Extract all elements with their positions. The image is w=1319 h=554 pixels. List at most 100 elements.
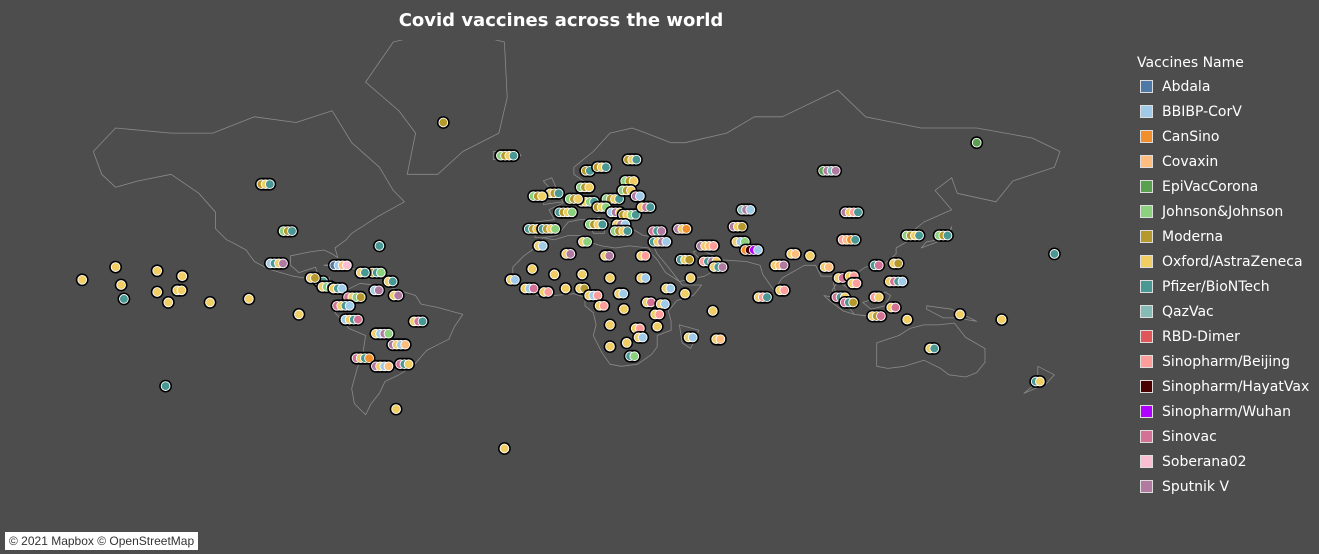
vaccine-mark-pfizer-biontech[interactable] — [553, 188, 564, 199]
vaccine-mark-oxford-astrazeneca[interactable] — [685, 273, 696, 283]
legend-item-covaxin[interactable]: Covaxin — [1137, 149, 1319, 174]
vaccine-mark-moderna[interactable] — [893, 258, 904, 269]
legend-item-cansino[interactable]: CanSino — [1137, 124, 1319, 149]
vaccine-mark-oxford-astrazeneca[interactable] — [205, 297, 215, 308]
vaccine-mark-covaxin[interactable] — [790, 249, 801, 259]
vaccine-mark-pfizer-biontech[interactable] — [264, 179, 275, 190]
vaccine-mark-pfizer-biontech[interactable] — [374, 241, 385, 251]
vaccine-mark-pfizer-biontech[interactable] — [287, 226, 297, 236]
vaccine-mark-sinovac[interactable] — [353, 314, 363, 325]
vaccine-mark-pfizer-biontech[interactable] — [762, 292, 772, 303]
vaccine-mark-sinopharm-beijing[interactable] — [654, 309, 665, 320]
vaccine-mark-sputnik-v[interactable] — [278, 258, 288, 269]
vaccine-mark-oxford-astrazeneca[interactable] — [1035, 376, 1045, 387]
legend-item-soberana02[interactable]: Soberana02 — [1137, 449, 1319, 474]
vaccine-mark-oxford-astrazeneca[interactable] — [680, 288, 690, 299]
vaccine-mark-oxford-astrazeneca[interactable] — [294, 309, 304, 320]
vaccine-mark-cansino[interactable] — [681, 224, 692, 234]
vaccine-mark-oxford-astrazeneca[interactable] — [560, 283, 571, 294]
legend-item-johnson-johnson[interactable]: Johnson&Johnson — [1137, 199, 1319, 224]
vaccine-mark-oxford-astrazeneca[interactable] — [177, 271, 188, 282]
vaccine-mark-soberana02[interactable] — [342, 260, 352, 271]
vaccine-mark-bbibp-corv[interactable] — [640, 273, 651, 283]
vaccine-mark-johnson-johnson[interactable] — [567, 207, 577, 218]
vaccine-mark-cansino[interactable] — [364, 353, 374, 364]
vaccine-mark-bbibp-corv[interactable] — [687, 332, 698, 343]
vaccine-mark-sputnik-v[interactable] — [656, 226, 667, 236]
vaccine-mark-oxford-astrazeneca[interactable] — [391, 404, 401, 414]
vaccine-mark-sinovac[interactable] — [528, 283, 539, 294]
vaccine-mark-moderna[interactable] — [848, 297, 858, 308]
vaccine-mark-sinopharm-beijing[interactable] — [851, 278, 862, 289]
vaccine-mark-bbibp-corv[interactable] — [661, 236, 672, 247]
legend-item-abdala[interactable]: Abdala — [1137, 74, 1319, 99]
legend-item-epivaccorona[interactable]: EpiVacCorona — [1137, 174, 1319, 199]
vaccine-mark-oxford-astrazeneca[interactable] — [605, 341, 615, 352]
vaccine-mark-oxford-astrazeneca[interactable] — [652, 321, 663, 332]
legend-item-sinopharm-beijing[interactable]: Sinopharm/Beijing — [1137, 349, 1319, 374]
vaccine-mark-oxford-astrazeneca[interactable] — [77, 274, 88, 285]
vaccine-mark-johnson-johnson[interactable] — [582, 236, 592, 247]
vaccine-mark-oxford-astrazeneca[interactable] — [707, 306, 718, 316]
vaccine-mark-covaxin[interactable] — [400, 339, 411, 350]
vaccine-mark-oxford-astrazeneca[interactable] — [163, 297, 174, 308]
vaccine-mark-moderna[interactable] — [438, 117, 449, 128]
vaccine-mark-sputnik-v[interactable] — [393, 290, 404, 301]
vaccine-mark-oxford-astrazeneca[interactable] — [152, 265, 163, 276]
vaccine-mark-bbibp-corv[interactable] — [510, 274, 520, 285]
vaccine-mark-bbibp-corv[interactable] — [753, 245, 763, 255]
vaccine-mark-bbibp-corv[interactable] — [637, 332, 648, 343]
vaccine-mark-sinopharm-beijing[interactable] — [592, 290, 603, 301]
legend-item-sputnik-v[interactable]: Sputnik V — [1137, 474, 1319, 499]
vaccine-mark-sinopharm-beijing[interactable] — [779, 285, 790, 296]
vaccine-mark-sinopharm-beijing[interactable] — [708, 241, 719, 251]
vaccine-mark-pfizer-biontech[interactable] — [597, 219, 608, 230]
vaccine-mark-pfizer-biontech[interactable] — [853, 207, 863, 218]
vaccine-mark-oxford-astrazeneca[interactable] — [152, 287, 163, 297]
vaccine-mark-pfizer-biontech[interactable] — [417, 316, 428, 327]
vaccine-mark-sputnik-v[interactable] — [717, 262, 728, 272]
vaccine-mark-sputnik-v[interactable] — [373, 285, 384, 296]
map-attribution[interactable]: © 2021 Mapbox © OpenStreetMap — [5, 532, 199, 550]
vaccine-mark-johnson-johnson[interactable] — [376, 267, 386, 278]
vaccine-mark-sinovac[interactable] — [873, 260, 884, 271]
vaccine-mark-pfizer-biontech[interactable] — [601, 162, 611, 173]
vaccine-mark-sinopharm-beijing[interactable] — [598, 300, 609, 311]
vaccine-mark-sputnik-v[interactable] — [778, 260, 789, 271]
vaccine-mark-oxford-astrazeneca[interactable] — [244, 294, 254, 304]
vaccine-mark-oxford-astrazeneca[interactable] — [549, 269, 560, 280]
vaccine-mark-bbibp-corv[interactable] — [635, 191, 645, 202]
vaccine-mark-pfizer-biontech[interactable] — [914, 230, 924, 241]
vaccine-mark-johnson-johnson[interactable] — [550, 224, 561, 234]
vaccine-mark-sinovac[interactable] — [890, 302, 901, 313]
vaccine-mark-sputnik-v[interactable] — [604, 250, 615, 261]
vaccine-mark-epivaccorona[interactable] — [971, 137, 982, 148]
vaccine-mark-covaxin[interactable] — [383, 361, 394, 372]
vaccine-mark-sinovac[interactable] — [876, 311, 886, 321]
vaccine-mark-oxford-astrazeneca[interactable] — [573, 194, 583, 204]
vaccine-mark-pfizer-biontech[interactable] — [1049, 249, 1060, 259]
vaccine-mark-moderna[interactable] — [684, 254, 695, 265]
vaccine-mark-oxford-astrazeneca[interactable] — [619, 304, 629, 315]
vaccine-mark-oxford-astrazeneca[interactable] — [955, 309, 965, 320]
vaccine-mark-pfizer-biontech[interactable] — [630, 209, 641, 220]
legend-item-rbd-dimer[interactable]: RBD-Dimer — [1137, 324, 1319, 349]
vaccine-mark-bbibp-corv[interactable] — [618, 288, 629, 299]
legend-item-moderna[interactable]: Moderna — [1137, 224, 1319, 249]
vaccine-mark-pfizer-biontech[interactable] — [387, 276, 398, 287]
vaccine-mark-pfizer-biontech[interactable] — [622, 226, 633, 236]
vaccine-mark-oxford-astrazeneca[interactable] — [110, 262, 121, 272]
vaccine-mark-pfizer-biontech[interactable] — [850, 234, 861, 245]
vaccine-mark-sinopharm-beijing[interactable] — [543, 287, 554, 297]
vaccine-mark-sinopharm-beijing[interactable] — [640, 250, 651, 261]
vaccine-mark-pfizer-biontech[interactable] — [119, 294, 129, 304]
vaccine-mark-sputnik-v[interactable] — [565, 249, 576, 259]
vaccine-mark-oxford-astrazeneca[interactable] — [499, 443, 510, 454]
vaccine-mark-moderna[interactable] — [737, 221, 747, 232]
legend-item-bbibp-corv[interactable]: BBIBP-CorV — [1137, 99, 1319, 124]
vaccine-mark-covaxin[interactable] — [823, 262, 834, 272]
vaccine-mark-pfizer-biontech[interactable] — [508, 150, 519, 161]
vaccine-mark-oxford-astrazeneca[interactable] — [537, 191, 547, 202]
vaccine-mark-pfizer-biontech[interactable] — [160, 381, 171, 391]
vaccine-mark-oxford-astrazeneca[interactable] — [577, 269, 588, 280]
